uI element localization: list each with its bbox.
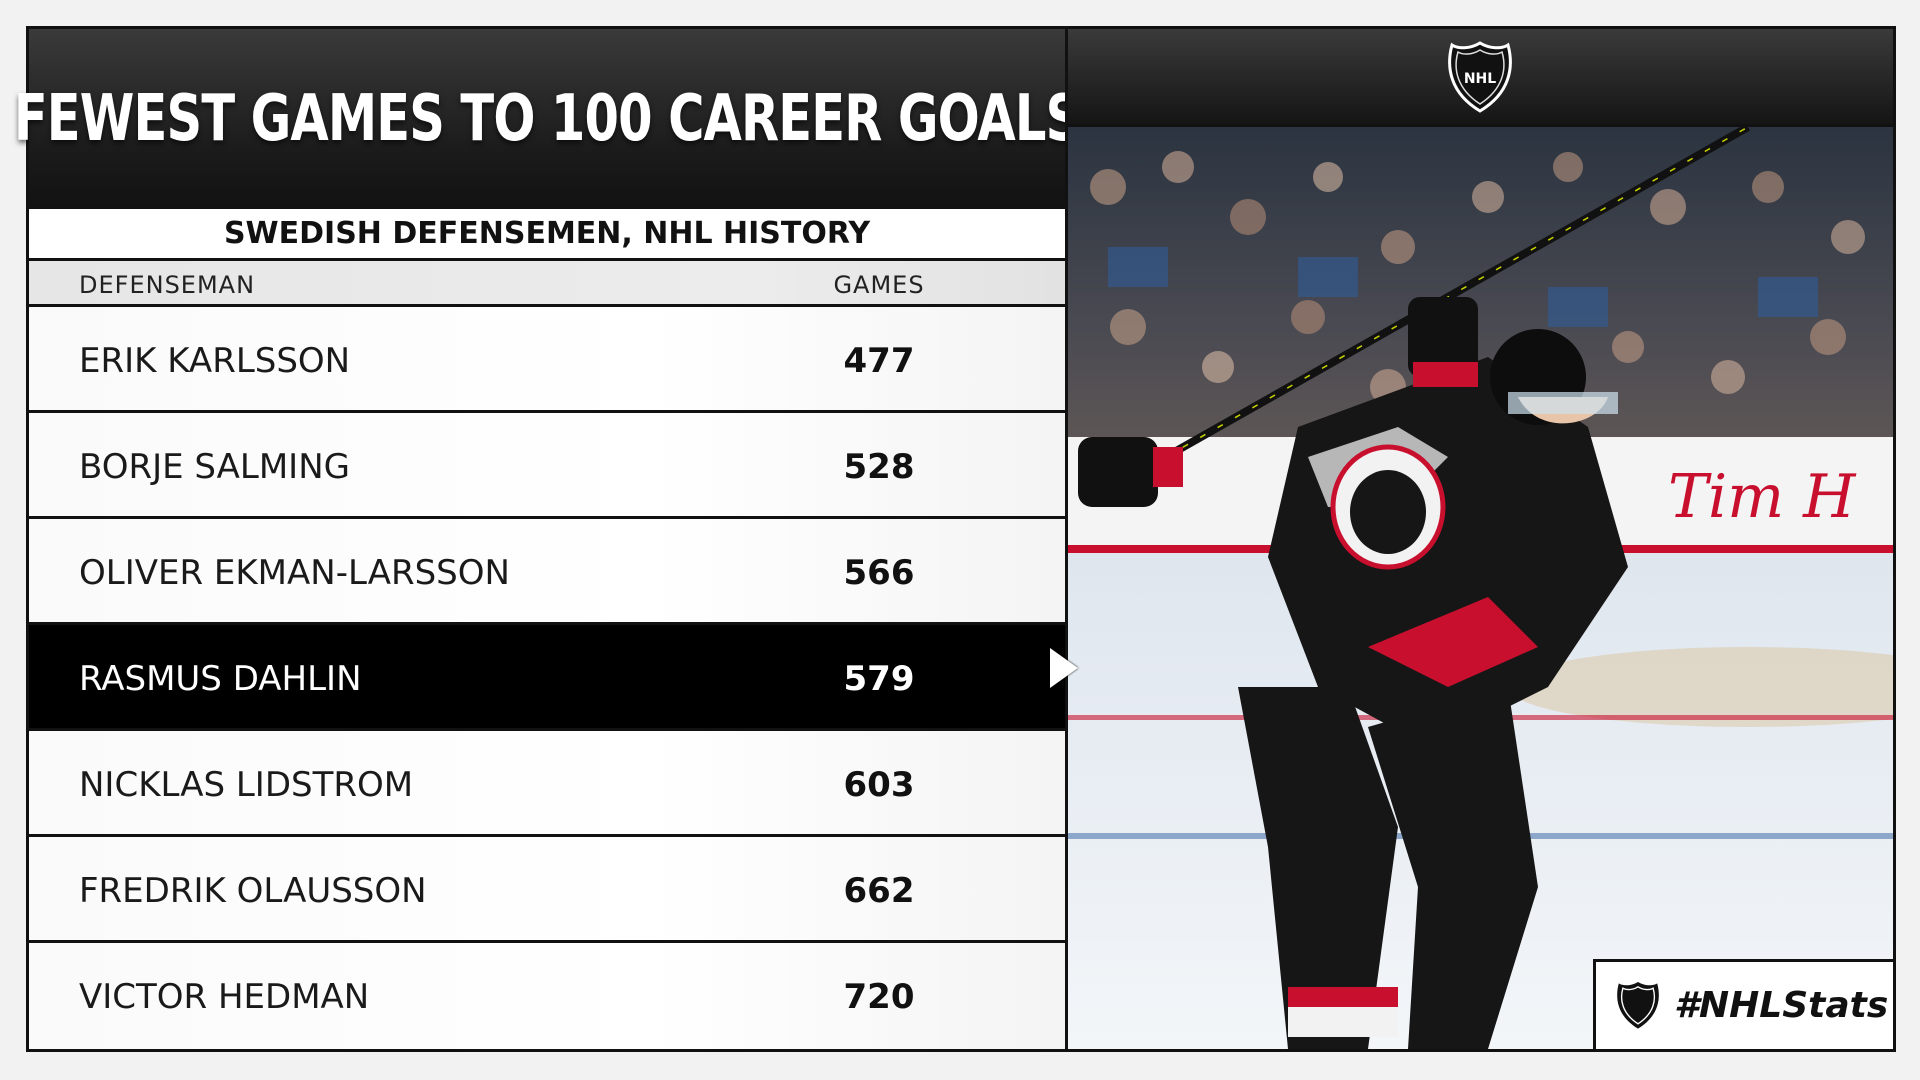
svg-text:Tim H: Tim H — [1668, 462, 1857, 532]
column-header-defenseman: DEFENSEMAN — [79, 271, 256, 299]
table-row-highlighted: RASMUS DAHLIN 579 — [29, 625, 1065, 731]
games-value: 528 — [843, 447, 915, 487]
table-row: OLIVER EKMAN-LARSSON 566 — [29, 519, 1065, 625]
subtitle: SWEDISH DEFENSEMEN, NHL HISTORY — [223, 216, 871, 251]
column-header-games: GAMES — [833, 271, 925, 299]
page-title: FEWEST GAMES TO 100 CAREER GOALS — [13, 82, 1081, 156]
games-value: 477 — [843, 341, 915, 381]
games-value: 579 — [843, 659, 915, 699]
logo-bar: NHL — [1068, 29, 1893, 127]
nhl-shield-icon: NHL — [1448, 41, 1512, 113]
player-name: BORJE SALMING — [79, 447, 350, 487]
table-row: FREDRIK OLAUSSON 662 — [29, 837, 1065, 943]
player-name: FREDRIK OLAUSSON — [79, 871, 427, 911]
table-body: ERIK KARLSSON 477 BORJE SALMING 528 OLIV… — [29, 307, 1065, 1049]
subtitle-bar: SWEDISH DEFENSEMEN, NHL HISTORY — [29, 209, 1065, 261]
graphic-frame: FEWEST GAMES TO 100 CAREER GOALS SWEDISH… — [14, 26, 1896, 1052]
logo-text: NHL — [1464, 71, 1496, 87]
player-name: NICKLAS LIDSTROM — [79, 765, 414, 805]
photo-panel: NHL — [1068, 29, 1893, 1049]
stats-panel: FEWEST GAMES TO 100 CAREER GOALS SWEDISH… — [14, 29, 1081, 1049]
hashtag-label: #NHLStats — [1674, 985, 1889, 1026]
panel-divider — [1065, 29, 1068, 1049]
hashtag-box: #NHLStats — [1593, 959, 1893, 1049]
games-value: 603 — [843, 765, 915, 805]
nhl-shield-icon — [1617, 981, 1659, 1029]
player-name: RASMUS DAHLIN — [79, 659, 362, 699]
player-name: OLIVER EKMAN-LARSSON — [79, 553, 510, 593]
table-row: ERIK KARLSSON 477 — [29, 307, 1065, 413]
title-bar: FEWEST GAMES TO 100 CAREER GOALS — [14, 29, 1081, 209]
table-row: NICKLAS LIDSTROM 603 — [29, 731, 1065, 837]
games-value: 720 — [843, 977, 915, 1017]
player-name: VICTOR HEDMAN — [79, 977, 370, 1017]
table-header: DEFENSEMAN GAMES — [29, 261, 1065, 307]
table-row: BORJE SALMING 528 — [29, 413, 1065, 519]
triangle-right-icon — [1050, 648, 1078, 688]
table-row: VICTOR HEDMAN 720 — [29, 943, 1065, 1049]
games-value: 662 — [843, 871, 915, 911]
player-name: ERIK KARLSSON — [79, 341, 351, 381]
player-photo: Tim H — [1068, 127, 1893, 1049]
games-value: 566 — [843, 553, 915, 593]
